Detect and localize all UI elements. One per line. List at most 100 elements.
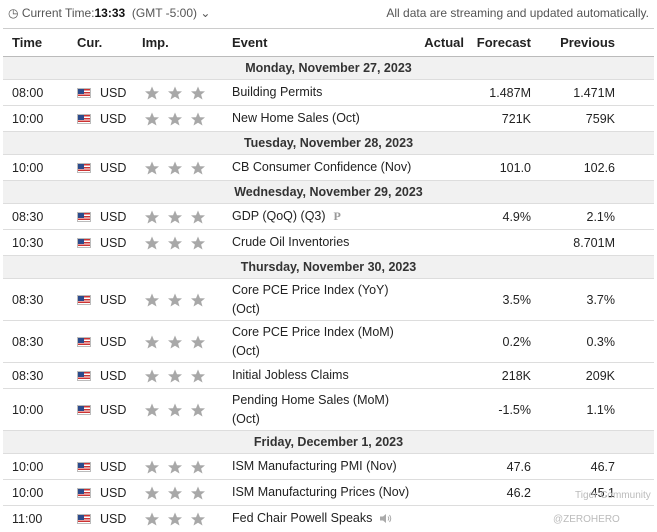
day-date: Friday, December 1, 2023	[3, 430, 654, 454]
event-line: ISM Manufacturing Prices (Nov)	[232, 485, 410, 499]
event-previous: 45.1	[531, 479, 615, 506]
event-previous: 209K	[531, 362, 615, 389]
importance-star	[145, 486, 159, 500]
event-row: 10:00 USD New Home Sales (Oct) 721K 759K	[3, 105, 654, 132]
event-forecast: 101.0	[464, 154, 531, 181]
event-line: (Oct)	[232, 301, 260, 316]
importance	[140, 453, 230, 480]
event-line: Building Permits	[232, 85, 323, 99]
event-time: 10:00	[3, 105, 75, 132]
currency-code: USD	[100, 459, 127, 474]
importance-star	[191, 512, 205, 526]
column-header: Event	[230, 28, 418, 57]
event-row: 08:30 USD GDP (QoQ) (Q3) P 4.9% 2.1%	[3, 203, 654, 230]
importance	[140, 320, 230, 363]
currency-code: USD	[100, 85, 127, 100]
column-header-spacer	[615, 28, 654, 57]
speech-icon	[380, 513, 392, 525]
top-bar: ◷ Current Time:13:33 (GMT -5:00) ⌄ All d…	[0, 0, 657, 27]
column-header: Previous	[531, 28, 615, 57]
event-currency: USD	[75, 388, 140, 431]
importance-star	[168, 460, 182, 474]
event-actual	[418, 278, 464, 321]
currency-code: USD	[100, 292, 127, 307]
currency-code: USD	[100, 235, 127, 250]
event-forecast: 1.487M	[464, 79, 531, 106]
event-currency: USD	[75, 203, 140, 230]
event-actual	[418, 105, 464, 132]
clock: ◷ Current Time:13:33 (GMT -5:00) ⌄	[8, 6, 211, 20]
importance-star	[168, 210, 182, 224]
event-name: ISM Manufacturing Prices (Nov)	[230, 479, 418, 506]
event-name: GDP (QoQ) (Q3) P	[230, 203, 418, 230]
event-row: 10:30 USD Crude Oil Inventories 8.701M	[3, 229, 654, 256]
importance-star	[191, 335, 205, 349]
importance	[140, 203, 230, 230]
us-flag	[77, 88, 91, 99]
importance-star	[191, 86, 205, 100]
event-actual	[418, 229, 464, 256]
event-actual	[418, 154, 464, 181]
event-name: Fed Chair Powell Speaks	[230, 505, 418, 531]
event-time: 10:00	[3, 154, 75, 181]
importance-star	[191, 403, 205, 417]
importance-star	[168, 293, 182, 307]
event-row: 08:00 USD Building Permits 1.487M 1.471M	[3, 79, 654, 106]
event-time: 10:00	[3, 388, 75, 431]
us-flag	[77, 212, 91, 223]
us-flag	[77, 163, 91, 174]
importance-star	[168, 369, 182, 383]
importance-star	[168, 236, 182, 250]
event-line: (Oct)	[232, 411, 260, 426]
event-actual	[418, 479, 464, 506]
event-time: 11:00	[3, 505, 75, 531]
currency-code: USD	[100, 511, 127, 526]
event-row: 10:00 USD ISM Manufacturing Prices (Nov) 46…	[3, 479, 654, 506]
row-spacer	[615, 505, 654, 531]
event-time: 10:00	[3, 479, 75, 506]
importance-star	[191, 210, 205, 224]
importance-star	[191, 460, 205, 474]
importance	[140, 105, 230, 132]
event-previous: 759K	[531, 105, 615, 132]
event-line: Fed Chair Powell Speaks	[232, 509, 418, 529]
calendar-table: Time Cur. Imp. Event Actual Forecast Previous …	[3, 28, 654, 531]
timezone[interactable]: (GMT -5:00)	[131, 6, 197, 20]
day-date: Tuesday, November 28, 2023	[3, 131, 654, 155]
event-name: Building Permits	[230, 79, 418, 106]
event-currency: USD	[75, 453, 140, 480]
event-name: ISM Manufacturing PMI (Nov)	[230, 453, 418, 480]
watermark-line: @ZEROHERO	[553, 514, 620, 525]
column-header: Imp.	[140, 28, 230, 57]
column-header: Actual	[418, 28, 464, 57]
row-spacer	[615, 203, 654, 230]
event-row: 08:30 USD Core PCE Price Index (MoM) (Oct) 0…	[3, 320, 654, 363]
importance	[140, 278, 230, 321]
current-time: 13:33	[94, 6, 126, 20]
row-spacer	[615, 479, 654, 506]
event-row: 10:00 USD ISM Manufacturing PMI (Nov) 47.6 4…	[3, 453, 654, 480]
day-row: Wednesday, November 29, 2023	[3, 180, 654, 204]
event-actual	[418, 388, 464, 431]
importance-star	[168, 486, 182, 500]
event-row: 10:00 USD Pending Home Sales (MoM) (Oct) -1.…	[3, 388, 654, 431]
event-actual	[418, 79, 464, 106]
event-forecast	[464, 229, 531, 256]
row-spacer	[615, 105, 654, 132]
event-line: CB Consumer Confidence (Nov)	[232, 160, 412, 174]
event-forecast: 721K	[464, 105, 531, 132]
importance-star	[145, 369, 159, 383]
day-date: Monday, November 27, 2023	[3, 56, 654, 80]
event-currency: USD	[75, 278, 140, 321]
currency-code: USD	[100, 334, 127, 349]
row-spacer	[615, 388, 654, 431]
event-line: (Oct)	[232, 343, 260, 358]
watermark-line: Tiger Community	[575, 490, 651, 501]
event-currency: USD	[75, 229, 140, 256]
us-flag	[77, 462, 91, 473]
currency-code: USD	[100, 111, 127, 126]
importance-star	[191, 236, 205, 250]
event-actual	[418, 203, 464, 230]
importance-star	[191, 369, 205, 383]
